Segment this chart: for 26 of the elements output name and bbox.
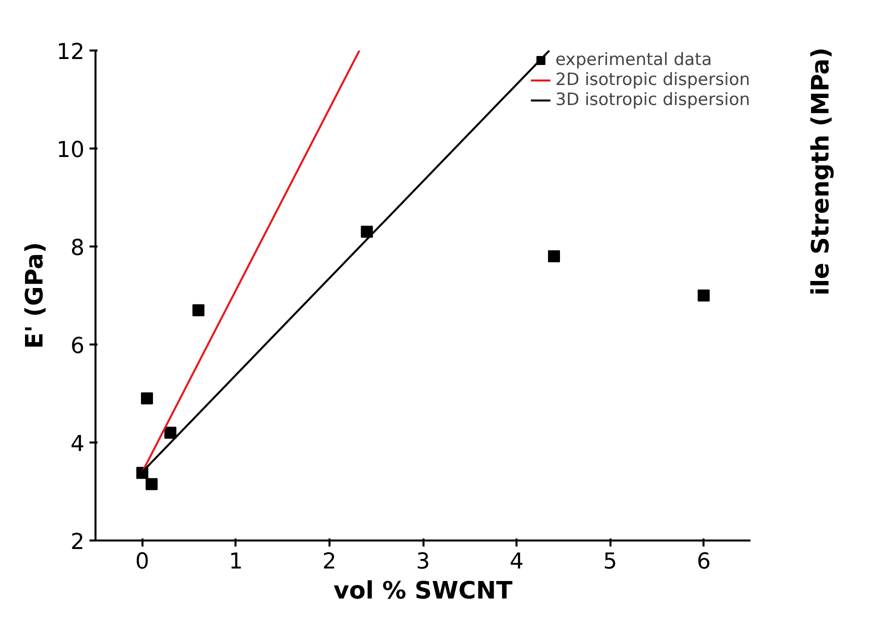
- x-tick-label: 0: [135, 550, 150, 574]
- point: [698, 290, 710, 302]
- x-axis-title: vol % SWCNT: [334, 576, 514, 604]
- x-tick-label: 5: [603, 550, 618, 574]
- y-tick-label: 4: [70, 432, 85, 457]
- y-tick-label: 10: [56, 138, 85, 163]
- y-tick-label: 8: [70, 236, 85, 261]
- y-tick-label: 12: [56, 40, 85, 65]
- point: [192, 304, 204, 316]
- legend-label: 2D isotropic dispersion: [555, 70, 750, 90]
- point: [548, 250, 560, 262]
- point: [164, 426, 176, 439]
- x-tick-label: 1: [228, 550, 243, 574]
- point: [140, 392, 153, 404]
- legend-label: 3D isotropic dispersion: [555, 90, 750, 110]
- y-tick-label: 6: [70, 334, 85, 359]
- x-tick-label: 3: [416, 550, 430, 574]
- y-tick-label: 2: [70, 530, 85, 555]
- x-tick-label: 6: [696, 550, 711, 574]
- x-tick-label: 4: [510, 550, 524, 574]
- point: [360, 226, 373, 238]
- point: [146, 478, 158, 490]
- y-axis-title: E' (GPa): [20, 242, 49, 349]
- legend-label: experimental data: [555, 50, 712, 70]
- x-tick-label: 2: [322, 550, 336, 574]
- text: ile Strength (MPa): [806, 47, 834, 296]
